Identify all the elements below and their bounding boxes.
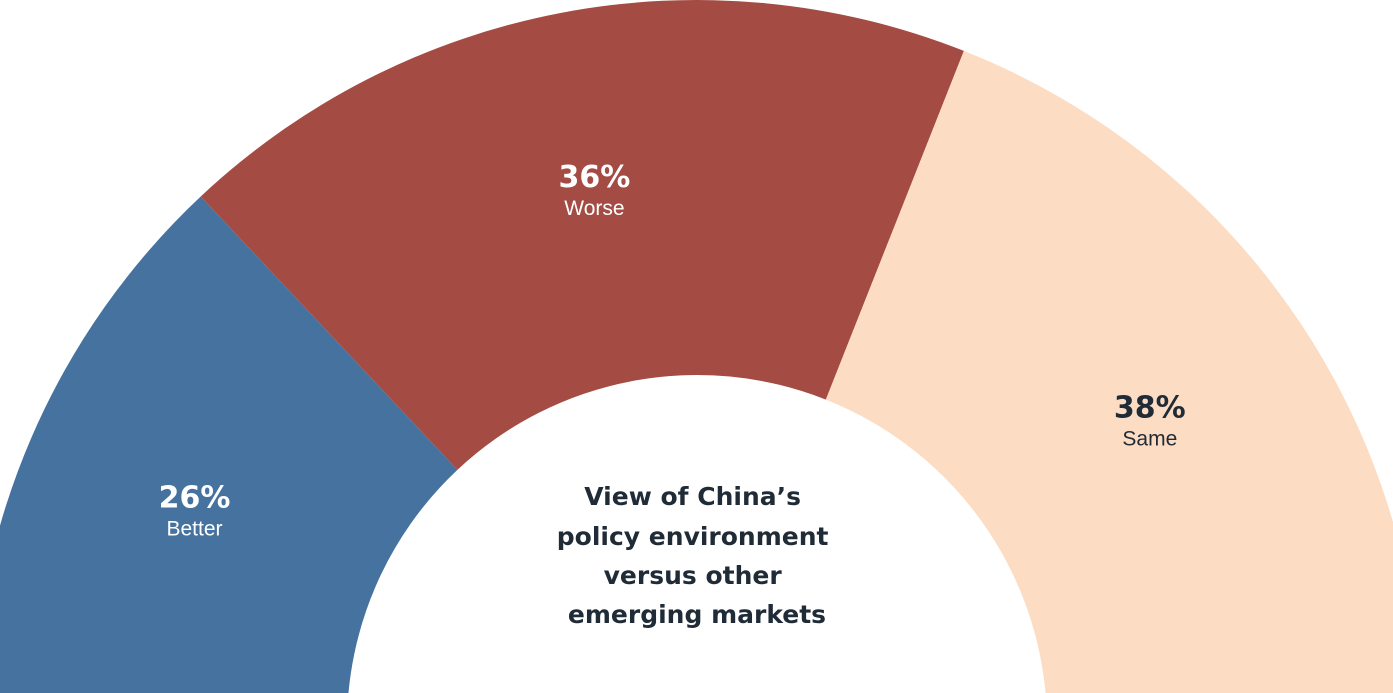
- chart-title-line-3: versus other: [604, 561, 783, 590]
- chart-title-line-1: View of China’s: [584, 482, 801, 511]
- chart-title: View of China’s policy environment versu…: [557, 482, 837, 629]
- slice-worse: [200, 0, 964, 470]
- slice-value-label-worse: 36%: [559, 160, 631, 195]
- chart-title-line-4: emerging markets: [568, 600, 826, 629]
- slice-category-label-worse: Worse: [564, 197, 624, 220]
- slice-value-label-same: 38%: [1114, 390, 1186, 425]
- slice-value-label-better: 26%: [159, 481, 231, 516]
- slice-category-label-better: Better: [167, 518, 223, 541]
- chart-title-line-2: policy environment: [557, 522, 829, 551]
- slice-better: [0, 196, 458, 693]
- labels-layer: 26%Better 36%Worse 38%Same: [159, 160, 1186, 540]
- slice-same: [825, 50, 1393, 693]
- slice-category-label-same: Same: [1122, 427, 1177, 450]
